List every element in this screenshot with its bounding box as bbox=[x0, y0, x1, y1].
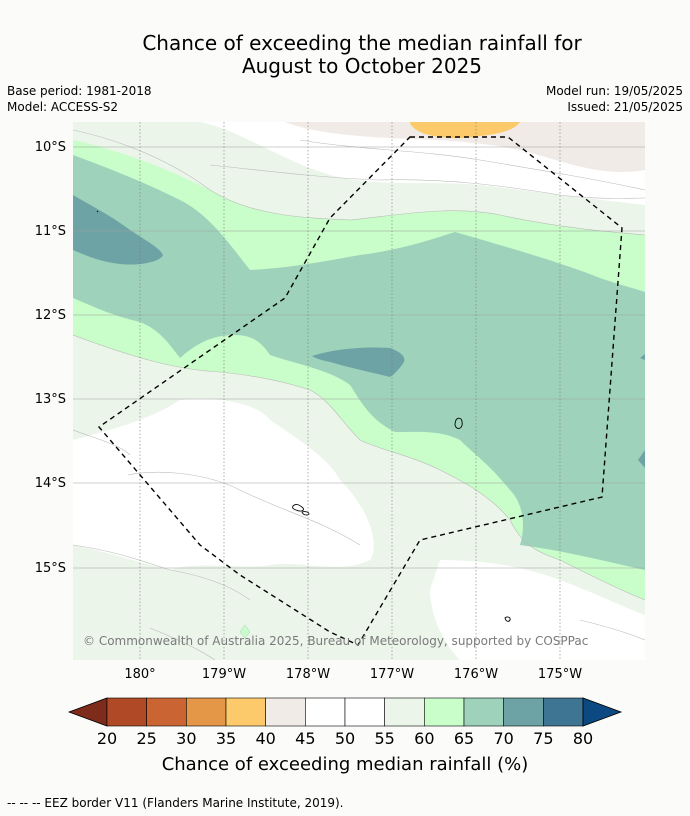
probability-50-55-area-lower bbox=[73, 398, 374, 570]
colorbar-segment bbox=[463, 697, 504, 727]
colorbar-segment bbox=[424, 697, 465, 727]
colorbar-segment bbox=[225, 697, 266, 727]
colorbar-segment bbox=[305, 697, 346, 727]
contour-lines bbox=[73, 129, 645, 660]
rainfall-probability-field bbox=[73, 122, 645, 660]
colorbar-extend-low bbox=[67, 697, 108, 727]
model-label: Model: ACCESS-S2 bbox=[7, 100, 119, 114]
probability-70-75-patch-east bbox=[638, 450, 645, 468]
colorbar-segment bbox=[265, 697, 306, 727]
lon-label: 180° bbox=[124, 667, 155, 682]
colorbar-tick-label: 80 bbox=[573, 729, 593, 748]
colorbar-tick-label: 25 bbox=[136, 729, 156, 748]
copyright-notice: © Commonwealth of Australia 2025, Bureau… bbox=[83, 634, 588, 648]
lon-label: 175°W bbox=[538, 667, 582, 682]
colorbar-title: Chance of exceeding median rainfall (%) bbox=[162, 754, 529, 775]
lon-label: 178°W bbox=[286, 667, 330, 682]
meta-right: Model run: 19/05/2025 Issued: 21/05/2025 bbox=[546, 83, 683, 115]
lon-label: 179°W bbox=[202, 667, 246, 682]
colorbar-tick-label: 60 bbox=[414, 729, 434, 748]
longitude-labels: 180° 179°W 178°W 177°W 176°W 175°W bbox=[124, 667, 582, 682]
colorbar-segment bbox=[384, 697, 425, 727]
map-title: Chance of exceeding the median rainfall … bbox=[0, 32, 690, 78]
colorbar-ticks: 20 25 30 35 40 45 50 55 60 65 70 75 80 bbox=[97, 729, 593, 748]
island-outline bbox=[454, 417, 463, 429]
colorbar-tick-label: 30 bbox=[176, 729, 196, 748]
probability-50-55-area-southeast bbox=[430, 560, 645, 660]
lon-label: 176°W bbox=[454, 667, 498, 682]
title-line-2: August to October 2025 bbox=[241, 54, 483, 78]
colorbar-extend-high bbox=[582, 697, 623, 727]
base-period-label: Base period: 1981-2018 bbox=[7, 84, 152, 98]
probability-70-75-patch-west bbox=[73, 195, 163, 265]
colorbar-tick-label: 55 bbox=[374, 729, 394, 748]
lat-label: 13°S bbox=[35, 392, 66, 407]
lat-label: 15°S bbox=[35, 561, 66, 576]
colorbar-tick-label: 65 bbox=[454, 729, 474, 748]
probability-35-40-area bbox=[410, 122, 520, 139]
island-outline bbox=[292, 504, 304, 512]
meta-left: Base period: 1981-2018 Model: ACCESS-S2 bbox=[7, 83, 152, 115]
longitude-gridlines bbox=[139, 122, 561, 660]
lat-label: 12°S bbox=[35, 308, 66, 323]
colorbar-tick-label: 20 bbox=[97, 729, 117, 748]
lat-label: 11°S bbox=[35, 224, 66, 239]
colorbar-segment bbox=[106, 697, 147, 727]
island-outlines bbox=[96, 210, 511, 622]
map-svg: 10°S 11°S 12°S 13°S 14°S 15°S 180° 179°W… bbox=[35, 122, 645, 775]
latitude-gridlines bbox=[73, 146, 645, 569]
probability-40-45-area bbox=[285, 122, 645, 172]
probability-70-75-patch-east-upper bbox=[640, 354, 645, 360]
lat-label: 10°S bbox=[35, 140, 66, 155]
colorbar-segment bbox=[146, 697, 187, 727]
colorbar bbox=[67, 697, 623, 727]
colorbar-tick-label: 35 bbox=[216, 729, 236, 748]
island-outline bbox=[96, 210, 99, 213]
colorbar-segment bbox=[344, 697, 385, 727]
colorbar-tick-label: 50 bbox=[335, 729, 355, 748]
colorbar-tick-label: 45 bbox=[295, 729, 315, 748]
colorbar-tick-label: 70 bbox=[493, 729, 513, 748]
small-green-patch bbox=[239, 624, 251, 639]
colorbar-segment bbox=[543, 697, 584, 727]
title-line-1: Chance of exceeding the median rainfall … bbox=[142, 31, 582, 55]
lat-label: 14°S bbox=[35, 476, 66, 491]
eez-border bbox=[97, 136, 623, 646]
island-outline bbox=[301, 511, 310, 516]
colorbar-segment bbox=[186, 697, 227, 727]
lon-label: 177°W bbox=[370, 667, 414, 682]
issued-label: Issued: 21/05/2025 bbox=[567, 100, 683, 114]
island-outline bbox=[504, 616, 511, 622]
latitude-labels: 10°S 11°S 12°S 13°S 14°S 15°S bbox=[35, 140, 66, 576]
colorbar-tick-label: 40 bbox=[255, 729, 275, 748]
eez-footnote: -- -- -- EEZ border V11 (Flanders Marine… bbox=[7, 796, 344, 810]
probability-70-75-patch-central bbox=[312, 347, 405, 377]
model-run-label: Model run: 19/05/2025 bbox=[545, 84, 683, 98]
colorbar-tick-label: 75 bbox=[533, 729, 553, 748]
colorbar-segment bbox=[503, 697, 544, 727]
